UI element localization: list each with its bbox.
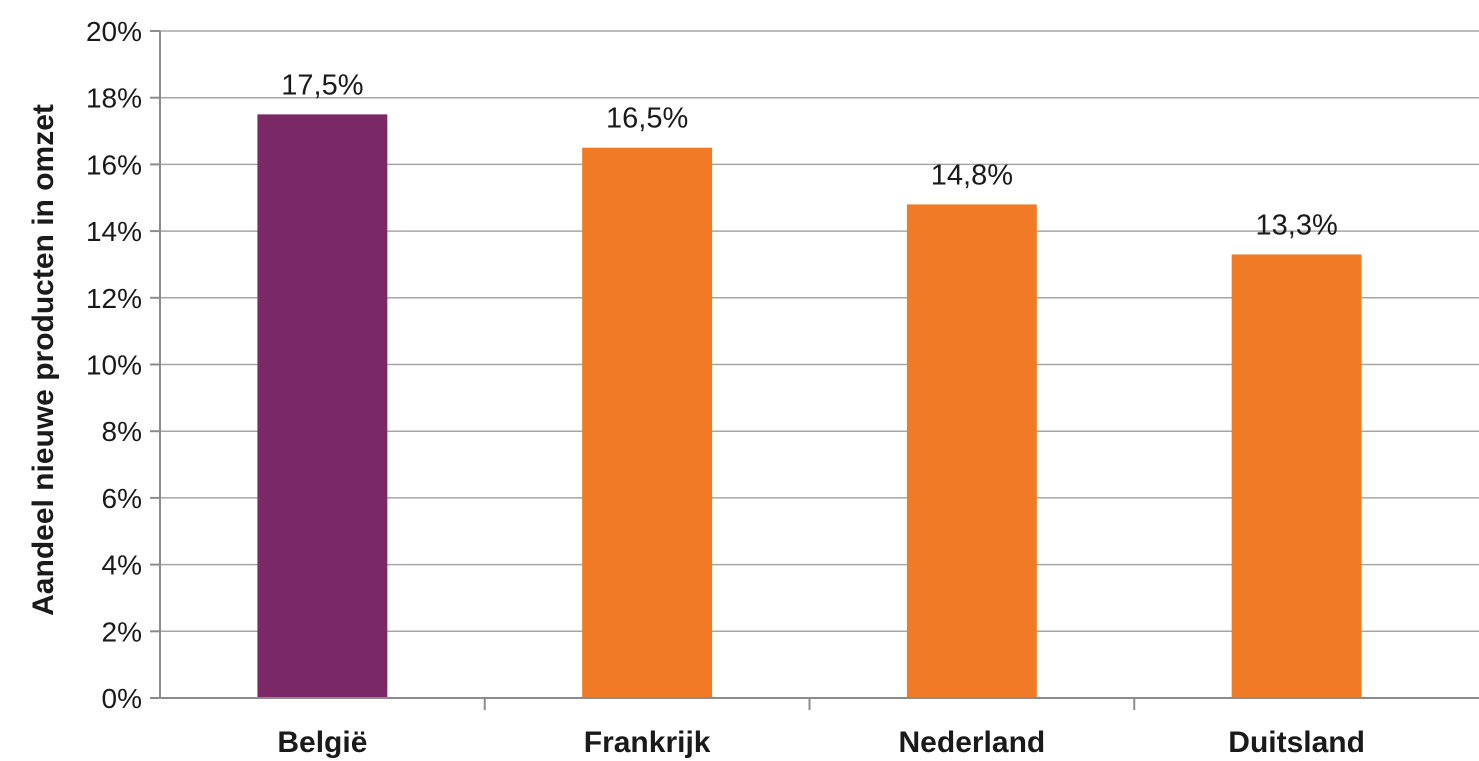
bar [906,204,1037,699]
y-tick-label: 18% [86,83,142,114]
bar [257,114,388,698]
y-tick-label: 6% [102,483,142,514]
x-category-label: Nederland [899,726,1046,759]
y-tick-label: 4% [102,550,142,581]
bar [582,147,713,699]
x-category-label: België [277,726,367,759]
y-tick-label: 16% [86,149,142,180]
data-label: 17,5% [281,69,363,101]
data-label: 16,5% [606,103,688,135]
y-tick-label: 20% [86,16,142,47]
axes [150,30,1479,710]
labels: 0% 2% 4% 6% 8% 10% 12% 14% 16% 18% 20% 17,5% België 1… [86,16,1365,759]
x-category-label: Frankrijk [584,726,711,759]
y-tick-label: 2% [102,616,142,647]
data-label: 14,8% [931,159,1013,191]
y-tick-label: 10% [86,350,142,381]
y-axis-title: Aandeel nieuwe producten in omzet [27,104,60,616]
y-tick-label: 8% [102,416,142,447]
y-tick-label: 0% [102,683,142,714]
y-tick-label: 14% [86,216,142,247]
bar [1231,254,1362,698]
data-label: 13,3% [1256,209,1338,241]
x-category-label: Duitsland [1228,726,1365,759]
y-tick-label: 12% [86,283,142,314]
bars [257,114,1362,699]
